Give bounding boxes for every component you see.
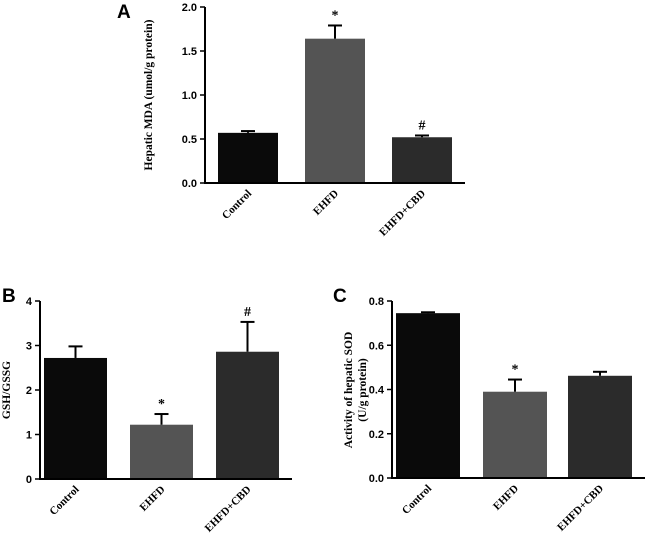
y-tick-label: 0.5 [182, 134, 197, 146]
category-label: Control [47, 484, 81, 518]
y-axis-title: GSH/GSSG [1, 361, 13, 419]
panel-letter: A [117, 2, 131, 23]
category-label: EHFD+CBD [377, 188, 428, 239]
error-bar-3 [593, 370, 607, 376]
significance-marker: # [419, 118, 426, 133]
bar-2 [130, 424, 193, 479]
y-tick-label: 1 [26, 430, 32, 442]
y-axis-title: (U/g protein) [357, 358, 369, 422]
category-label: EHFD [491, 483, 521, 513]
y-axis-title: Hepatic MDA (umol/g protein) [143, 19, 155, 170]
error-bar-2 [508, 378, 522, 392]
bar-3 [216, 351, 279, 479]
y-tick-label: 0.2 [369, 429, 384, 441]
panel-letter: C [333, 286, 347, 307]
y-axis-title: Activity of hepatic SOD [343, 332, 355, 449]
error-bar-3 [415, 134, 429, 138]
significance-marker: # [244, 305, 251, 320]
y-tick-label: 1.0 [182, 90, 197, 102]
category-label: EHFD [138, 484, 168, 514]
bar-1 [396, 313, 460, 478]
category-label: Control [400, 483, 434, 517]
significance-marker: * [512, 363, 519, 378]
error-bar-1 [241, 130, 255, 133]
bar-3 [392, 137, 452, 183]
error-bar-3 [240, 320, 255, 352]
bar-2 [305, 38, 365, 184]
y-tick-label: 2 [26, 385, 32, 397]
bar-3 [568, 375, 632, 478]
y-tick-label: 0.4 [369, 385, 385, 397]
y-tick-label: 1.5 [182, 46, 197, 58]
y-tick-label: 0.6 [369, 340, 384, 352]
category-label: EHFD+CBD [555, 483, 606, 534]
error-bar-1 [68, 345, 83, 358]
chart-panel-a: A Control * EHFD # EHFD+CBD 0.0 0.5 1.0 1.5 2.0 Hep… [117, 2, 465, 239]
bar-1 [218, 132, 278, 183]
bar-1 [44, 357, 107, 479]
chart-panel-c: C Control * EHFD EHFD+CBD 0.0 0.2 0.4 0.6 0.8 Acti… [333, 286, 645, 534]
category-label: EHFD+CBD [203, 484, 254, 535]
bar-2 [483, 391, 547, 478]
category-label: EHFD [311, 188, 341, 218]
y-tick-label: 3 [26, 341, 32, 353]
y-tick-label: 0.0 [182, 178, 197, 190]
y-tick-label: 2.0 [182, 2, 197, 14]
error-bar-2 [328, 24, 342, 39]
y-tick-label: 4 [26, 296, 33, 308]
y-tick-label: 0.0 [369, 473, 384, 485]
panel-letter: B [2, 286, 16, 307]
chart-panel-b: B Control * EHFD # EHFD+CBD 0 1 2 3 4 GSH/GSSG [1, 286, 292, 535]
y-tick-label: 0.8 [369, 296, 384, 308]
significance-marker: * [158, 397, 165, 412]
significance-marker: * [332, 8, 339, 23]
error-bar-2 [154, 413, 169, 425]
category-label: Control [220, 188, 254, 222]
y-tick-label: 0 [26, 474, 32, 486]
error-bar-1 [421, 311, 435, 314]
